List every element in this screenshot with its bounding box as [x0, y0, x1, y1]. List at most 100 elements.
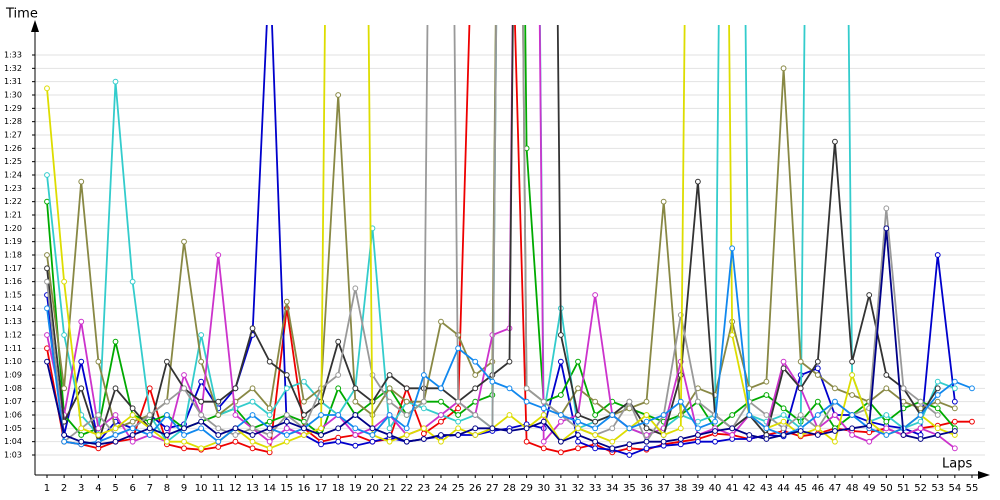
y-tick-label: 1:26 — [4, 144, 22, 153]
x-tick-label: 45 — [794, 483, 807, 494]
x-tick-label: 12 — [229, 483, 242, 494]
series-line — [46, 25, 956, 450]
data-point — [660, 438, 667, 445]
series-line — [46, 25, 956, 444]
data-point — [780, 358, 787, 365]
data-point — [95, 358, 102, 365]
data-point — [677, 425, 684, 432]
x-tick-label: 15 — [280, 483, 293, 494]
data-point — [163, 412, 170, 418]
data-point — [849, 432, 855, 438]
data-point — [592, 292, 599, 298]
data-point — [592, 432, 599, 438]
data-point — [198, 378, 205, 385]
data-point — [420, 398, 427, 405]
data-point — [438, 385, 444, 392]
data-point — [455, 398, 461, 405]
data-point — [386, 385, 393, 392]
data-point — [832, 138, 838, 145]
x-tick-label: 2 — [61, 483, 67, 494]
x-tick-label: 47 — [829, 483, 842, 494]
data-point — [814, 432, 821, 438]
data-point — [746, 432, 753, 438]
data-point — [129, 425, 136, 432]
x-tick-label: 49 — [863, 483, 876, 494]
data-point — [352, 285, 359, 292]
data-point — [163, 358, 170, 365]
data-point — [112, 338, 119, 345]
x-tick-label: 4 — [95, 483, 101, 494]
data-point — [146, 432, 153, 438]
data-point — [677, 398, 684, 405]
data-point — [181, 238, 187, 245]
data-point — [814, 358, 821, 365]
data-point — [420, 425, 427, 432]
data-point — [832, 428, 838, 434]
data-point — [335, 412, 342, 418]
data-point — [420, 430, 427, 437]
data-point — [472, 432, 479, 438]
data-point — [78, 438, 85, 445]
x-tick-label: 36 — [640, 483, 653, 494]
data-point — [198, 332, 205, 338]
data-point — [489, 425, 496, 432]
x-tick-label: 27 — [486, 483, 499, 494]
data-point — [369, 432, 376, 438]
data-point — [917, 436, 924, 442]
y-tick-label: 1:25 — [4, 157, 22, 166]
data-point — [883, 425, 890, 432]
data-point — [695, 418, 701, 425]
data-point — [832, 438, 838, 445]
x-tick-label: 50 — [880, 483, 893, 494]
data-point — [318, 432, 324, 438]
data-point — [797, 428, 804, 434]
data-point — [335, 338, 342, 345]
data-point — [78, 178, 85, 185]
data-point — [455, 418, 461, 425]
data-point — [78, 358, 85, 365]
data-point — [780, 432, 787, 438]
data-point — [403, 385, 410, 392]
data-point — [951, 385, 958, 392]
data-point — [146, 425, 153, 432]
data-point — [249, 398, 256, 405]
data-point — [917, 418, 924, 425]
x-tick-label: 23 — [417, 483, 430, 494]
y-axis-label: Time — [5, 7, 38, 22]
data-point — [249, 412, 256, 418]
data-point — [780, 418, 787, 425]
data-point — [557, 392, 564, 398]
data-point — [866, 292, 873, 298]
data-point — [523, 438, 530, 445]
y-tick-label: 1:30 — [4, 91, 22, 100]
data-point — [951, 418, 958, 425]
data-point — [643, 445, 650, 452]
series-line — [46, 25, 956, 450]
data-point — [112, 438, 119, 445]
data-point — [438, 398, 444, 405]
data-point — [61, 278, 68, 285]
x-tick-label: 37 — [657, 483, 670, 494]
data-point — [420, 372, 427, 378]
data-point — [266, 445, 273, 452]
data-point — [763, 436, 770, 442]
data-point — [575, 358, 581, 365]
data-point — [301, 412, 307, 418]
data-point — [729, 332, 736, 338]
data-point — [335, 438, 342, 445]
data-point — [386, 425, 393, 432]
data-point — [232, 385, 239, 392]
data-point — [129, 432, 136, 438]
x-tick-label: 13 — [246, 483, 259, 494]
y-tick-label: 1:19 — [4, 237, 22, 246]
x-tick-label: 17 — [315, 483, 328, 494]
data-point — [266, 438, 273, 445]
data-point — [557, 418, 564, 425]
x-tick-label: 40 — [709, 483, 722, 494]
data-point — [883, 432, 890, 438]
data-point — [232, 438, 239, 445]
data-point — [814, 365, 821, 372]
x-tick-label: 30 — [537, 483, 550, 494]
data-point — [403, 398, 410, 405]
data-point — [763, 412, 770, 418]
